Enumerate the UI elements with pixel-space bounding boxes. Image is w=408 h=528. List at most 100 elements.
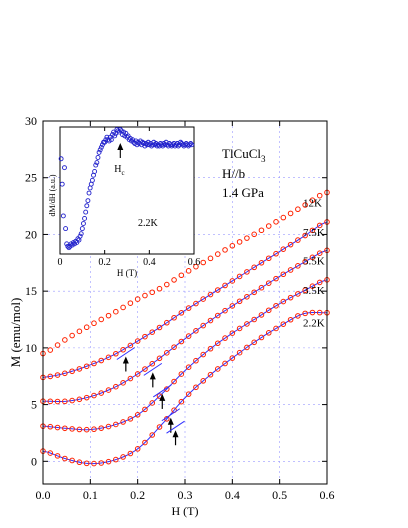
inset-chart: 0 0.2 0.4 0.6 H (T) dM/dH (a.u.) Hc 2.2K [48, 126, 200, 278]
inset-x-tick-label: 0 [58, 257, 63, 268]
inset-x-axis-label: H (T) [117, 268, 137, 278]
data-point [229, 242, 236, 249]
x-tick-label: 0.4 [225, 488, 240, 502]
data-point [222, 335, 228, 341]
fit-line-3.5K [42, 279, 328, 431]
data-point [287, 267, 294, 273]
data-point [302, 287, 308, 294]
data-point [91, 360, 97, 367]
data-point [244, 269, 250, 275]
data-point [222, 307, 228, 314]
data-point [54, 342, 61, 348]
x-tick-label: 0.3 [178, 488, 193, 502]
arrow-head [159, 393, 166, 401]
data-point [171, 344, 177, 350]
data-point [54, 424, 61, 431]
data-point [105, 458, 112, 465]
data-point [207, 345, 214, 352]
inset-x-tick-label: 0.2 [98, 257, 111, 268]
data-point [309, 309, 316, 316]
series-label: 3.5K [303, 285, 325, 297]
data-point [185, 268, 192, 274]
y-tick-label: 15 [25, 284, 37, 298]
inset-point [188, 141, 194, 146]
tangent-line [143, 362, 163, 376]
data-point [185, 333, 192, 339]
data-point [171, 378, 177, 385]
data-point [214, 251, 221, 257]
fit-line-2.2K [42, 312, 327, 465]
inset-point [63, 226, 69, 232]
data-point [229, 278, 236, 284]
data-point [91, 392, 97, 399]
data-point [171, 314, 177, 321]
data-point [178, 310, 185, 316]
data-point [222, 360, 228, 367]
series-label: 7.5K [303, 227, 325, 239]
data-point [207, 317, 214, 324]
data-point [316, 309, 323, 316]
data-point [163, 281, 170, 288]
data-point [236, 325, 243, 332]
data-point [185, 305, 192, 311]
data-point [105, 387, 112, 393]
data-point [214, 340, 221, 347]
data-point [273, 218, 279, 225]
data-point [265, 330, 272, 336]
y-tick-labels: 0 5 10 15 20 25 30 [25, 114, 37, 468]
inset-point [92, 168, 98, 174]
data-point [280, 214, 287, 221]
data-point [273, 302, 279, 309]
data-point [258, 259, 265, 266]
x-tick-label: 0.1 [83, 488, 98, 502]
data-point [149, 289, 156, 296]
x-tick-label: 0.0 [36, 488, 51, 502]
data-point [156, 355, 163, 362]
fit-lines [42, 221, 328, 465]
data-point [83, 363, 90, 370]
data-point [178, 338, 185, 345]
data-point [193, 357, 199, 364]
inset-point [112, 133, 118, 139]
data-point [214, 287, 221, 293]
y-tick-label: 5 [31, 398, 37, 412]
inset-point [58, 156, 64, 162]
x-tick-label: 0.5 [272, 488, 287, 502]
inset-point [93, 162, 99, 168]
inset-point [104, 134, 110, 140]
inset-point [189, 142, 195, 148]
fit-line-7.5K [42, 221, 328, 378]
data-point [54, 453, 61, 459]
data-point [316, 250, 323, 257]
inset-hc-label: Hc [114, 164, 124, 177]
data-point [287, 316, 294, 323]
data-point [244, 293, 250, 300]
data-point [120, 419, 126, 425]
inset-point [89, 177, 95, 183]
data-point [91, 426, 97, 433]
data-point [113, 350, 119, 357]
inset-point [108, 137, 114, 143]
data-point [302, 310, 308, 317]
tangent-line [166, 420, 185, 434]
arrow-head [172, 430, 179, 438]
data-point [47, 423, 54, 430]
x-tick-label: 0.6 [320, 488, 335, 502]
data-point [105, 354, 112, 361]
data-point [134, 446, 141, 452]
data-point [316, 222, 323, 229]
data-point [185, 364, 192, 370]
data-point [185, 391, 192, 397]
data-point [295, 237, 301, 243]
data-point [171, 277, 177, 283]
inset-point [97, 147, 103, 153]
inset-point [77, 233, 83, 239]
data-point [265, 223, 272, 229]
data-point [236, 298, 243, 305]
data-point [149, 432, 156, 438]
data-point [207, 371, 214, 378]
data-point [83, 426, 90, 433]
sample-annotation: TlCuCl3 H//b 1.4 GPa [222, 146, 266, 200]
data-point [273, 275, 279, 282]
data-point [149, 400, 156, 406]
